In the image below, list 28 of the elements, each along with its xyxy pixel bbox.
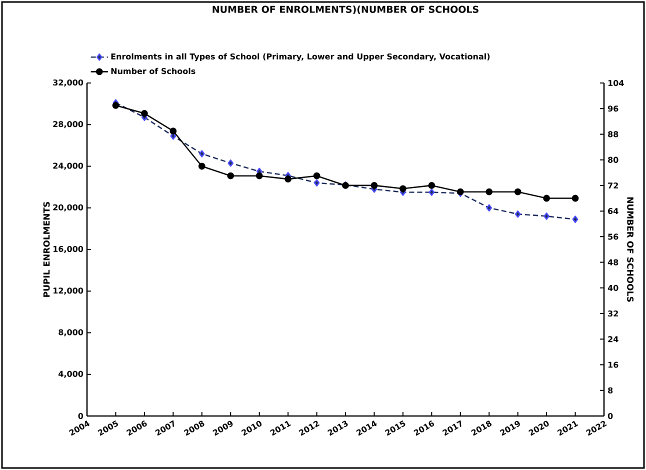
y-tick-label: 8,000 xyxy=(58,329,84,336)
y2-tick-label: 80 xyxy=(608,156,618,163)
y-tick-label: 24,000 xyxy=(53,162,84,170)
y-tick-label: 28,000 xyxy=(53,121,84,128)
y2-tick-label: 64 xyxy=(608,208,618,214)
y-tick-label: 12,000 xyxy=(54,288,84,295)
y2-tick-label: 48 xyxy=(608,259,618,266)
chart-title: NUMBER OF ENROLMENTS)(NUMBER OF SCHOOLS xyxy=(212,6,478,14)
y-tick-label: 4,000 xyxy=(58,370,84,378)
y2-axis-title: NUMBER OF SCHOOLS xyxy=(627,197,634,302)
y2-tick-label: 40 xyxy=(608,284,618,291)
y2-tick-label: 0 xyxy=(608,412,613,420)
y2-tick-label: 88 xyxy=(608,131,618,138)
y2-tick-label: 56 xyxy=(608,234,618,240)
y-tick-label: 20,000 xyxy=(53,204,84,212)
y-tick-label: 0 xyxy=(78,412,84,420)
legend-label: Enrolments in all Types of School (Primary, Lower and Upper Secondary, Vocational) xyxy=(111,53,490,62)
legend-label: Number of Schools xyxy=(111,68,196,74)
y-tick-label: 32,000 xyxy=(53,79,84,87)
y-tick-label: 16,000 xyxy=(54,246,84,254)
y2-tick-label: 96 xyxy=(608,106,618,112)
y2-tick-label: 32 xyxy=(608,310,618,317)
y2-tick-label: 8 xyxy=(608,387,613,394)
y2-tick-label: 24 xyxy=(608,336,618,342)
y2-tick-label: 104 xyxy=(608,80,624,86)
y-axis-title: PUPIL ENROLMENTS xyxy=(43,202,50,297)
y2-tick-label: 72 xyxy=(608,182,618,188)
y2-tick-label: 16 xyxy=(608,362,618,368)
